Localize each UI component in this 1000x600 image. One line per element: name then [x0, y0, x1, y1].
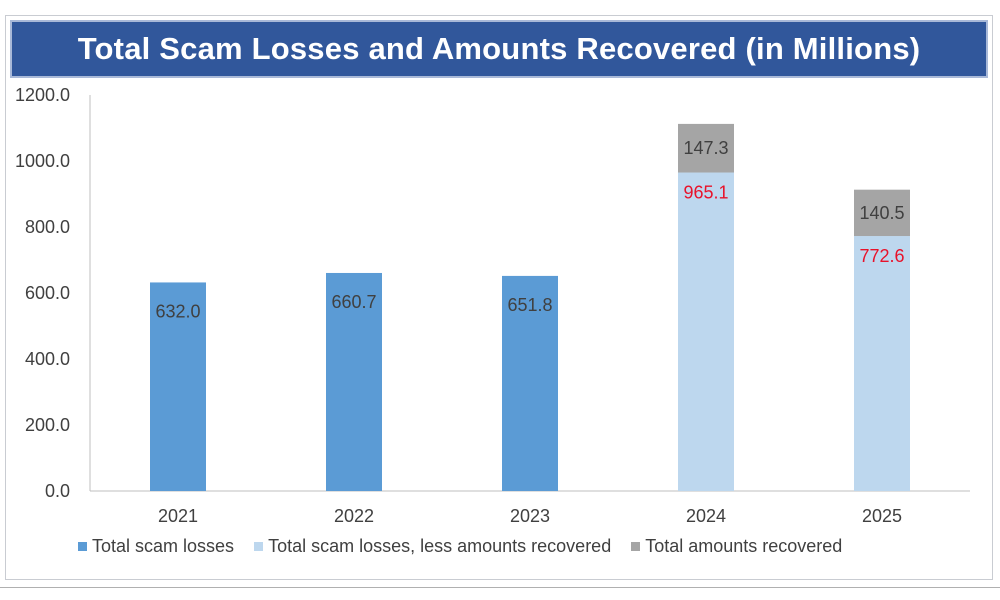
- bar: [150, 282, 206, 491]
- x-tick-label: 2023: [510, 506, 550, 526]
- legend-label: Total scam losses: [92, 536, 235, 556]
- x-tick-label: 2022: [334, 506, 374, 526]
- legend-swatch: [78, 542, 87, 551]
- y-tick-label: 400.0: [25, 349, 70, 369]
- legend-item: Total scam losses, less amounts recovere…: [254, 536, 611, 557]
- x-tick-label: 2021: [158, 506, 198, 526]
- bar: [678, 172, 734, 491]
- bar: [854, 236, 910, 491]
- bar: [678, 123, 734, 173]
- data-label: 147.3: [683, 138, 728, 158]
- data-label: 651.8: [507, 295, 552, 315]
- legend-label: Total scam losses, less amounts recovere…: [268, 536, 612, 556]
- data-label: 632.0: [155, 301, 200, 321]
- data-label: 140.5: [859, 203, 904, 223]
- bar: [854, 189, 910, 237]
- data-label: 965.1: [683, 183, 728, 203]
- chart-legend: Total scam losses Total scam losses, less…: [78, 536, 862, 557]
- bar: [502, 275, 558, 491]
- legend-item: Total amounts recovered: [631, 536, 842, 557]
- y-tick-label: 600.0: [25, 283, 70, 303]
- y-tick-label: 200.0: [25, 415, 70, 435]
- footer-divider: [0, 587, 1000, 588]
- y-tick-label: 1000.0: [15, 151, 70, 171]
- y-tick-label: 0.0: [45, 481, 70, 501]
- x-tick-label: 2024: [686, 506, 726, 526]
- chart-title: Total Scam Losses and Amounts Recovered …: [77, 31, 921, 66]
- legend-label: Total amounts recovered: [645, 536, 843, 556]
- chart-title-bar: Total Scam Losses and Amounts Recovered …: [10, 20, 988, 78]
- y-tick-label: 1200.0: [15, 85, 70, 105]
- legend-item: Total scam losses: [78, 536, 234, 557]
- y-tick-label: 800.0: [25, 217, 70, 237]
- data-label: 772.6: [859, 246, 904, 266]
- legend-swatch: [254, 542, 264, 551]
- x-tick-label: 2025: [862, 506, 902, 526]
- data-label: 660.7: [331, 292, 376, 312]
- bar: [326, 272, 382, 491]
- legend-swatch: [631, 542, 641, 551]
